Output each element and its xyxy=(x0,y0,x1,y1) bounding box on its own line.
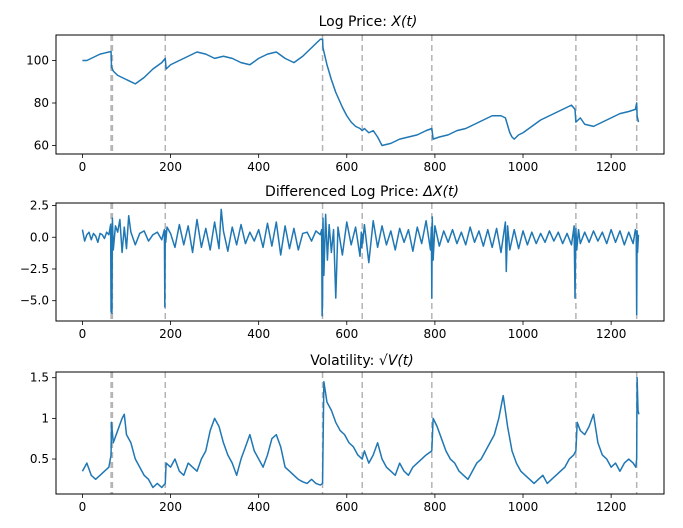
differenced-log-price-title-text: Differenced Log Price: xyxy=(265,184,423,200)
log-price-xtick-label-400: 400 xyxy=(247,160,270,174)
differenced-log-price-xtick-label-400: 400 xyxy=(247,327,270,341)
volatility-title-text: Volatility: xyxy=(310,353,379,369)
log-price-title: Log Price: X(t) xyxy=(319,14,418,30)
differenced-log-price-title-math: ΔX(t) xyxy=(422,184,459,200)
log-price-panel: Log Price: X(t) 0 200 400 600 800 1000 1200 60 8… xyxy=(26,14,665,174)
log-price-xtick-label-0: 0 xyxy=(79,160,87,174)
log-price-xtick-label-600: 600 xyxy=(335,160,358,174)
volatility-xtick-label-400: 400 xyxy=(247,500,270,514)
volatility-series-line xyxy=(81,376,640,489)
volatility-axes-frame xyxy=(55,371,665,495)
volatility-title-math: √V(t) xyxy=(379,353,414,369)
volatility-xtick-label-0: 0 xyxy=(79,500,87,514)
volatility-ytick-label-2: 1.5 xyxy=(30,371,49,385)
differenced-log-price-ytick-label-1: −2.5 xyxy=(20,262,49,276)
differenced-log-price-xtick-label-600: 600 xyxy=(335,327,358,341)
differenced-log-price-xtick-label-800: 800 xyxy=(423,327,446,341)
log-price-title-math: X(t) xyxy=(390,14,417,30)
volatility-xtick-label-600: 600 xyxy=(335,500,358,514)
log-price-ytick-label-2: 100 xyxy=(26,54,49,68)
log-price-xtick-label-200: 200 xyxy=(159,160,182,174)
differenced-log-price-plot-area: 0 200 400 600 800 1000 1200 −5.0 −2.5 0.0 2.5 xyxy=(20,199,665,341)
volatility-title: Volatility: √V(t) xyxy=(310,353,414,369)
differenced-log-price-xtick-label-0: 0 xyxy=(79,327,87,341)
volatility-xtick-label-1000: 1000 xyxy=(508,500,539,514)
volatility-ytick-label-1: 1 xyxy=(41,411,49,425)
log-price-ytick-label-1: 80 xyxy=(34,96,49,110)
log-price-xtick-label-1200: 1200 xyxy=(596,160,627,174)
differenced-log-price-ytick-label-3: 2.5 xyxy=(30,199,49,213)
log-price-plot-area: 0 200 400 600 800 1000 1200 60 80 100 xyxy=(26,34,665,174)
volatility-plot-area: 0 200 400 600 800 1000 1200 0.5 1 1.5 xyxy=(30,371,665,514)
differenced-log-price-panel: Differenced Log Price: ΔX(t) 0 200 400 600 8… xyxy=(20,184,665,341)
log-price-xtick-label-1000: 1000 xyxy=(508,160,539,174)
log-price-title-text: Log Price: xyxy=(319,14,392,30)
differenced-log-price-xtick-label-200: 200 xyxy=(159,327,182,341)
differenced-log-price-ytick-label-2: 0.0 xyxy=(30,230,49,244)
log-price-series-line xyxy=(82,38,640,147)
differenced-log-price-xtick-label-1000: 1000 xyxy=(508,327,539,341)
volatility-xtick-label-200: 200 xyxy=(159,500,182,514)
differenced-log-price-series-line xyxy=(81,208,640,317)
log-price-axes-frame xyxy=(55,34,665,155)
volatility-panel: Volatility: √V(t) 0 200 400 600 800 1000 12000… xyxy=(30,353,665,514)
volatility-xtick-label-800: 800 xyxy=(423,500,446,514)
log-price-ytick-label-0: 60 xyxy=(34,139,49,153)
volatility-ytick-label-0: 0.5 xyxy=(30,452,49,466)
volatility-xtick-label-1200: 1200 xyxy=(596,500,627,514)
log-price-xtick-label-800: 800 xyxy=(423,160,446,174)
differenced-log-price-axes-frame xyxy=(55,202,665,322)
differenced-log-price-ytick-label-0: −5.0 xyxy=(20,294,49,308)
differenced-log-price-title: Differenced Log Price: ΔX(t) xyxy=(265,184,459,200)
differenced-log-price-xtick-label-1200: 1200 xyxy=(596,327,627,341)
